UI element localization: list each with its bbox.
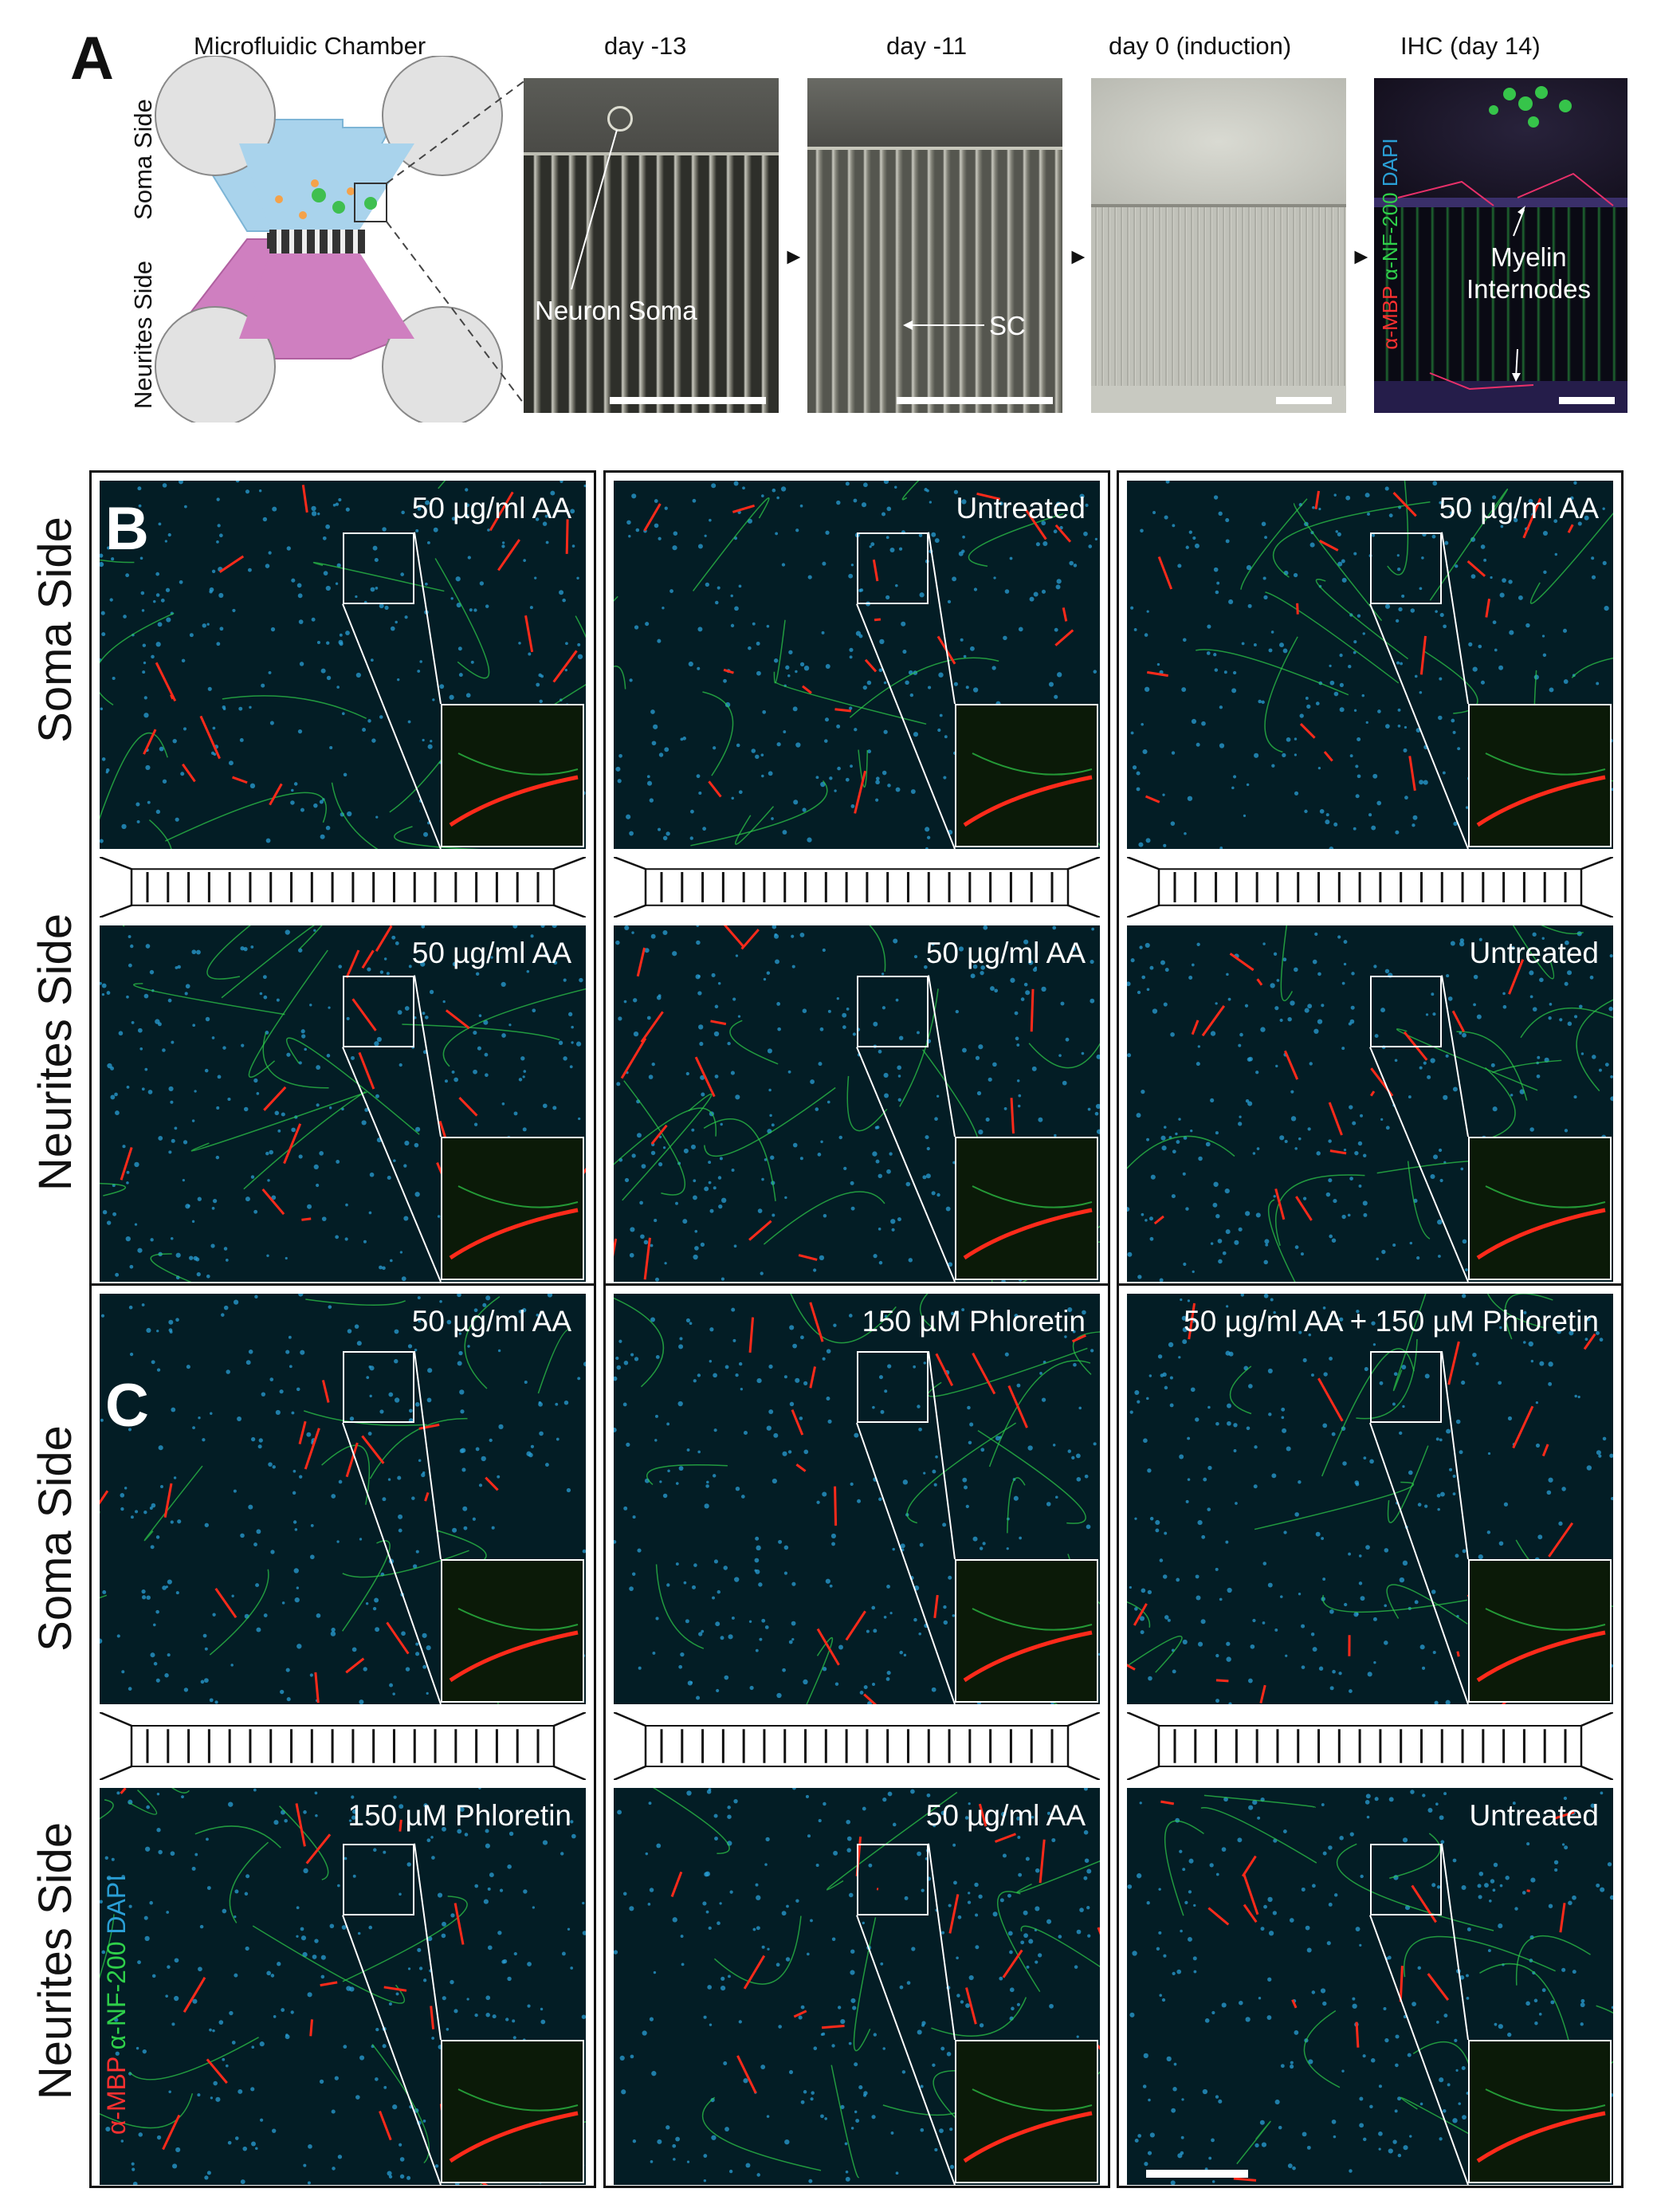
zoom-region-box	[1370, 1351, 1442, 1424]
fluorescence-image-neurites: Untreated	[1127, 925, 1613, 1282]
magnified-inset	[955, 1137, 1098, 1280]
timepoint-title-3: day 0 (induction)	[1109, 32, 1292, 60]
magnified-inset	[1468, 1137, 1612, 1280]
treatment-label-neurites: 50 µg/ml AA	[411, 937, 571, 969]
fluorescence-image-soma: 150 µM Phloretin	[614, 1294, 1100, 1704]
microgroove-barrier	[1126, 855, 1614, 919]
scale-bar	[610, 397, 766, 404]
legend-nf200: α-NF-200	[102, 1941, 131, 2050]
treatment-label-soma: 50 µg/ml AA	[1439, 492, 1599, 525]
fluorescence-image-soma: 50 µg/ml AA	[100, 1294, 586, 1704]
row-label-b-neurites: Neurites Side	[29, 913, 81, 1192]
panel-b-column-2: Untreated 50 µg/ml AA	[603, 470, 1110, 1287]
legend-mbp: α-MBP	[1378, 286, 1402, 350]
microfluidic-chamber-diagram	[155, 56, 526, 422]
treatment-label-neurites: 50 µg/ml AA	[925, 937, 1086, 969]
legend-nf200: α-NF-200	[1378, 192, 1402, 281]
magnified-inset	[441, 1137, 584, 1280]
panel-c-stain-legend: α-MBP α-NF-200 DAPI	[100, 1797, 132, 2212]
panel-c-scale-bar	[1146, 2170, 1248, 2178]
fluorescence-image-neurites: Untreated	[1127, 1788, 1613, 2185]
micrograph-ihc-day-14: Myelin Internodes α-MBP α-NF-200 DAPI	[1374, 78, 1627, 413]
zoom-region-box	[1370, 1843, 1442, 1915]
magnified-inset	[441, 2040, 584, 2183]
treatment-label-neurites: Untreated	[1469, 1799, 1600, 1832]
panel-b-column-1: 50 µg/ml AA 50 µg/ml AA	[89, 470, 596, 1287]
fluorescence-image-soma: 50 µg/ml AA + 150 µM Phloretin	[1127, 1294, 1613, 1704]
micrograph-day-0	[1091, 78, 1346, 413]
scale-bar	[1276, 397, 1332, 404]
zoom-region-box	[343, 1843, 414, 1915]
ihc-stain-legend: α-MBP α-NF-200 DAPI	[1374, 78, 1406, 413]
panel-c-column-1: 50 µg/ml AA 150 µM Phloretin	[89, 1283, 596, 2188]
magnified-inset	[441, 704, 584, 847]
row-label-c-neurites: Neurites Side	[29, 1821, 81, 2100]
fluorescence-image-neurites: 50 µg/ml AA	[614, 1788, 1100, 2185]
timepoint-title-2: day -11	[886, 32, 968, 60]
timepoint-title-4: IHC (day 14)	[1400, 32, 1541, 60]
fluorescence-image-soma: Untreated	[614, 481, 1100, 849]
microgroove-barrier	[99, 1711, 587, 1782]
microgroove-barrier	[1126, 1711, 1614, 1782]
zoom-region-box	[857, 975, 929, 1047]
magnified-inset	[1468, 1559, 1612, 1703]
arrow: ►	[1067, 244, 1090, 269]
treatment-label-soma: 50 µg/ml AA + 150 µM Phloretin	[1184, 1305, 1599, 1338]
magnified-inset	[1468, 704, 1612, 847]
magnified-inset	[955, 1559, 1098, 1703]
panel-c-column-3: 50 µg/ml AA + 150 µM Phloretin Untreated	[1117, 1283, 1624, 2188]
legend-mbp: α-MBP	[102, 2057, 131, 2135]
panel-b-column-3: 50 µg/ml AA Untreated	[1117, 470, 1624, 1287]
zoom-region-box	[343, 975, 414, 1047]
fluorescence-image-neurites: 150 µM Phloretin	[100, 1788, 586, 2185]
treatment-label-soma: 150 µM Phloretin	[862, 1305, 1086, 1338]
annotation-sc: SC	[989, 311, 1026, 340]
treatment-label-soma: Untreated	[956, 492, 1086, 525]
treatment-label-neurites: Untreated	[1469, 937, 1600, 969]
magnified-inset	[441, 1559, 584, 1703]
zoom-region-box	[343, 1351, 414, 1424]
panel-letter-c: C	[105, 1372, 149, 1440]
legend-dapi: DAPI	[1378, 138, 1402, 187]
treatment-label-neurites: 150 µM Phloretin	[347, 1799, 571, 1832]
annotation-myelin-internodes: Myelin Internodes	[1466, 242, 1591, 304]
zoom-region-box	[343, 532, 414, 604]
row-label-c-soma: Soma Side	[29, 1425, 81, 1652]
zoom-region-box	[857, 1351, 929, 1424]
arrow: ►	[783, 244, 805, 269]
microgroove-barrier	[613, 1711, 1101, 1782]
arrow: ►	[1350, 244, 1372, 269]
fluorescence-image-neurites: 50 µg/ml AA	[100, 925, 586, 1282]
magnified-inset	[955, 704, 1098, 847]
micrograph-day-minus-13: Neuron Soma	[524, 78, 779, 413]
annotation-neuron-soma: Neuron Soma	[535, 296, 697, 325]
panel-letter-b: B	[105, 495, 149, 563]
zoom-region-box	[857, 532, 929, 604]
timepoint-title-1: day -13	[604, 32, 687, 60]
microgroove-barrier	[99, 855, 587, 919]
treatment-label-neurites: 50 µg/ml AA	[925, 1799, 1086, 1832]
zoom-region-box	[1370, 975, 1442, 1047]
chamber-title: Microfluidic Chamber	[194, 32, 426, 60]
fluorescence-image-neurites: 50 µg/ml AA	[614, 925, 1100, 1282]
row-label-b-soma: Soma Side	[29, 517, 81, 743]
zoom-region-box	[1370, 532, 1442, 604]
treatment-label-soma: 50 µg/ml AA	[411, 1305, 571, 1338]
fluorescence-image-soma: 50 µg/ml AA	[1127, 481, 1613, 849]
treatment-label-soma: 50 µg/ml AA	[411, 492, 571, 525]
scale-bar	[1559, 397, 1615, 404]
legend-dapi: DAPI	[102, 1874, 131, 1935]
microgroove-barrier	[613, 855, 1101, 919]
fluorescence-image-soma: 50 µg/ml AA	[100, 481, 586, 849]
zoom-region-box	[857, 1843, 929, 1915]
panel-letter-a: A	[70, 25, 114, 92]
panel-c-column-2: 150 µM Phloretin 50 µg/ml AA	[603, 1283, 1110, 2188]
magnified-inset	[955, 2040, 1098, 2183]
scale-bar	[897, 397, 1053, 404]
magnified-inset	[1468, 2040, 1612, 2183]
micrograph-day-minus-11: SC	[807, 78, 1062, 413]
